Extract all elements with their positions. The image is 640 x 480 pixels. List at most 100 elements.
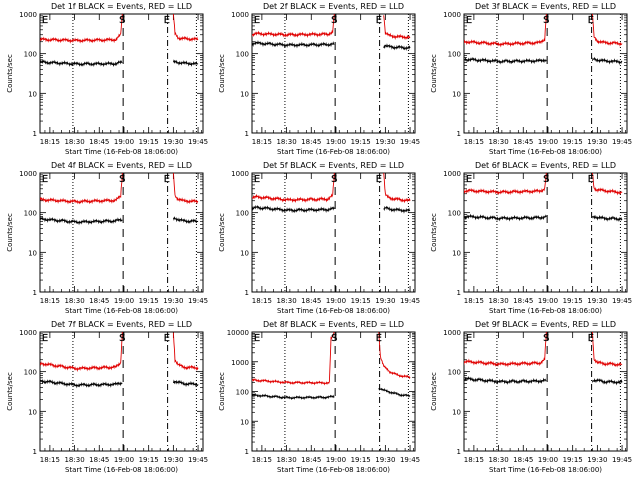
event-marker-e: E bbox=[466, 15, 472, 26]
events-rate-line bbox=[591, 377, 623, 386]
plot-frame bbox=[39, 331, 204, 452]
x-tick-label: 18:45 bbox=[513, 297, 533, 305]
series-group bbox=[464, 332, 623, 386]
y-tick-label: 10 bbox=[28, 90, 37, 98]
event-marker-s: S bbox=[543, 174, 549, 185]
x-tick-label: 19:00 bbox=[326, 297, 346, 305]
x-tick-label: 19:00 bbox=[326, 138, 346, 146]
event-marker-e: E bbox=[376, 15, 382, 26]
events-rate-line bbox=[40, 59, 123, 68]
x-tick-label: 19:45 bbox=[400, 297, 420, 305]
series-group bbox=[464, 14, 623, 66]
y-tick-label: 10 bbox=[452, 408, 461, 416]
y-tick-label: 100 bbox=[448, 51, 461, 59]
y-tick-label: 1000 bbox=[231, 359, 249, 367]
x-axis-label: Start Time (16-Feb-08 18:06:00) bbox=[277, 466, 390, 474]
y-tick-label: 10 bbox=[452, 249, 461, 257]
x-tick-label: 19:30 bbox=[375, 456, 395, 464]
event-marker-e: E bbox=[466, 333, 472, 344]
y-tick-label: 1 bbox=[457, 130, 461, 138]
y-tick-label: 1000 bbox=[19, 11, 37, 19]
events-rate-line bbox=[383, 205, 411, 214]
plot-frame bbox=[463, 172, 628, 293]
lld-rate-line bbox=[591, 173, 623, 196]
x-axis-label: Start Time (16-Feb-08 18:06:00) bbox=[65, 466, 178, 474]
panel-title: Det 8f BLACK = Events, RED = LLD bbox=[263, 320, 404, 329]
y-tick-label: 100 bbox=[236, 51, 249, 59]
x-tick-label: 19:00 bbox=[538, 138, 558, 146]
x-tick-label: 19:30 bbox=[163, 138, 183, 146]
event-marker-e: E bbox=[254, 333, 260, 344]
lld-rate-line bbox=[172, 14, 199, 43]
event-marker-e: E bbox=[376, 333, 382, 344]
lld-rate-line bbox=[378, 332, 411, 380]
event-marker-s: S bbox=[119, 174, 125, 185]
x-tick-label: 19:30 bbox=[375, 297, 395, 305]
x-tick-label: 18:15 bbox=[464, 297, 484, 305]
x-tick-label: 19:30 bbox=[587, 138, 607, 146]
x-tick-label: 18:15 bbox=[252, 297, 272, 305]
event-marker-s: S bbox=[543, 15, 549, 26]
x-tick-label: 19:45 bbox=[612, 297, 632, 305]
events-rate-line bbox=[252, 204, 335, 214]
y-tick-label: 1 bbox=[457, 289, 461, 297]
y-tick-label: 10 bbox=[28, 408, 37, 416]
detector-panel-6: Det 6f BLACK = Events, RED = LLD 1 10 100 10… bbox=[430, 161, 632, 315]
x-tick-label: 19:45 bbox=[400, 138, 420, 146]
event-marker-s: S bbox=[543, 333, 549, 344]
lld-rate-line bbox=[252, 173, 335, 204]
y-axis-label: Counts/sec bbox=[430, 213, 438, 252]
x-axis-label: Start Time (16-Feb-08 18:06:00) bbox=[489, 466, 602, 474]
x-axis-label: Start Time (16-Feb-08 18:06:00) bbox=[65, 148, 178, 156]
lld-rate-line bbox=[464, 14, 547, 48]
y-tick-label: 100 bbox=[24, 51, 37, 59]
detector-panel-9: Det 9f BLACK = Events, RED = LLD 1 10 100 10… bbox=[430, 320, 632, 474]
x-tick-label: 19:45 bbox=[188, 138, 208, 146]
panel-title: Det 9f BLACK = Events, RED = LLD bbox=[475, 320, 616, 329]
y-tick-label: 100 bbox=[236, 389, 249, 397]
x-tick-label: 18:30 bbox=[64, 138, 84, 146]
event-marker-s: S bbox=[331, 174, 337, 185]
series-group bbox=[40, 14, 199, 68]
event-marker-e: E bbox=[376, 174, 382, 185]
x-axis-label: Start Time (16-Feb-08 18:06:00) bbox=[277, 307, 390, 315]
x-tick-label: 18:30 bbox=[276, 456, 296, 464]
y-axis-label: Counts/sec bbox=[6, 54, 14, 93]
x-tick-label: 18:30 bbox=[488, 297, 508, 305]
x-tick-label: 18:45 bbox=[89, 297, 109, 305]
events-rate-line bbox=[464, 376, 547, 385]
plot-frame bbox=[39, 13, 204, 134]
x-tick-label: 18:15 bbox=[464, 456, 484, 464]
events-rate-line bbox=[40, 215, 123, 226]
y-tick-label: 10000 bbox=[227, 329, 249, 337]
detector-panel-8: Det 8f BLACK = Events, RED = LLD 1 10 100 10… bbox=[218, 320, 420, 474]
y-tick-label: 1 bbox=[457, 448, 461, 456]
detector-panel-7: Det 7f BLACK = Events, RED = LLD 1 10 100 10… bbox=[6, 320, 208, 474]
plot-frame bbox=[251, 331, 416, 452]
event-marker-s: S bbox=[119, 333, 125, 344]
lld-rate-line bbox=[383, 15, 411, 41]
x-tick-label: 18:45 bbox=[301, 297, 321, 305]
x-tick-label: 19:15 bbox=[351, 456, 371, 464]
y-tick-label: 1 bbox=[33, 289, 37, 297]
x-tick-label: 19:15 bbox=[563, 456, 583, 464]
detector-panel-4: Det 4f BLACK = Events, RED = LLD 1 10 100 10… bbox=[6, 161, 208, 315]
x-tick-label: 18:15 bbox=[252, 138, 272, 146]
x-tick-label: 19:00 bbox=[114, 297, 134, 305]
panel-title: Det 6f BLACK = Events, RED = LLD bbox=[475, 161, 616, 170]
x-tick-label: 19:15 bbox=[351, 138, 371, 146]
x-tick-label: 19:30 bbox=[587, 456, 607, 464]
x-tick-label: 19:30 bbox=[163, 297, 183, 305]
series-group bbox=[252, 173, 411, 214]
y-tick-label: 1 bbox=[33, 130, 37, 138]
event-marker-e: E bbox=[42, 15, 48, 26]
lld-rate-line bbox=[464, 332, 547, 368]
event-marker-s: S bbox=[119, 15, 125, 26]
lld-rate-line bbox=[40, 14, 123, 44]
x-tick-label: 18:45 bbox=[89, 138, 109, 146]
x-tick-label: 19:30 bbox=[375, 138, 395, 146]
x-tick-label: 19:15 bbox=[563, 297, 583, 305]
y-axis-label: Counts/sec bbox=[6, 213, 14, 252]
event-marker-e: E bbox=[164, 174, 170, 185]
